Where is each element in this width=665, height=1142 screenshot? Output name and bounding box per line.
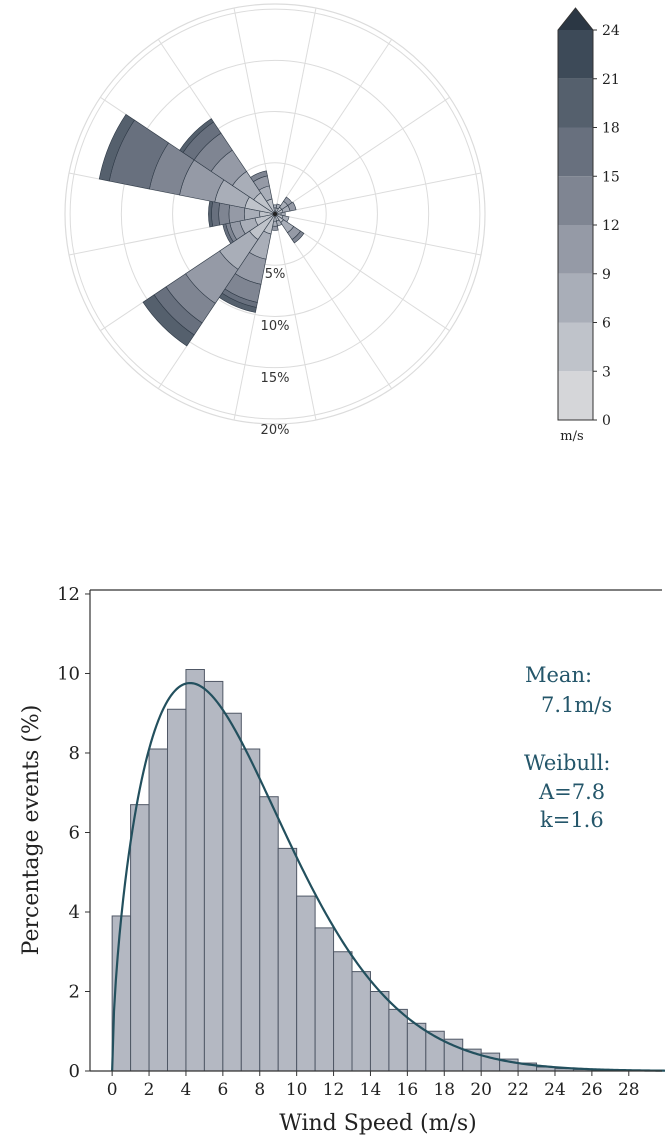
x-tick-label: 4	[181, 1080, 192, 1100]
mean-value: 7.1m/s	[541, 693, 612, 717]
y-tick-label: 10	[57, 663, 80, 684]
radial-label-5: 5%	[265, 267, 286, 282]
colorbar-ticks: 0 3 6 9 12 15 18 21 24	[593, 23, 620, 429]
colorbar-block-15	[558, 128, 593, 177]
colorbar: 0 3 6 9 12 15 18 21 24 m/s	[558, 8, 620, 444]
histogram-bar	[334, 952, 352, 1071]
colorbar-block-21	[558, 30, 593, 79]
colorbar-blocks	[558, 8, 593, 420]
mean-label: Mean:	[525, 663, 592, 687]
radial-label-15: 15%	[261, 371, 290, 386]
y-tick-label: 4	[69, 902, 80, 923]
histogram-bar	[167, 709, 185, 1071]
colorbar-block-9	[558, 225, 593, 274]
x-tick-label: 14	[360, 1080, 382, 1100]
weibull-k: k=1.6	[540, 808, 604, 832]
y-tick-labels: 0 2 4 6 8 10 12	[57, 584, 90, 1082]
colorbar-tick-label: 0	[602, 413, 611, 429]
x-tick-label: 12	[323, 1080, 345, 1100]
rose-center-dot	[273, 212, 277, 216]
colorbar-extend-arrow	[558, 8, 593, 30]
histogram-bar	[241, 749, 259, 1071]
colorbar-block-0	[558, 371, 593, 420]
colorbar-tick-label: 12	[602, 218, 620, 234]
x-tick-label: 28	[618, 1080, 640, 1100]
histogram-bar	[315, 928, 333, 1071]
colorbar-tick-label: 15	[602, 169, 620, 185]
x-tick-label: 20	[470, 1080, 492, 1100]
wind-rose-radial-labels: 5% 10% 15% 20%	[261, 267, 290, 438]
x-tick-label: 0	[107, 1080, 118, 1100]
colorbar-block-3	[558, 323, 593, 372]
colorbar-block-12	[558, 176, 593, 225]
colorbar-tick-label: 9	[602, 267, 611, 283]
y-tick-label: 12	[57, 584, 80, 605]
histogram-bar	[149, 749, 167, 1071]
colorbar-tick-label: 21	[602, 72, 620, 88]
histogram-bar	[407, 1023, 425, 1071]
x-tick-label: 16	[397, 1080, 419, 1100]
rose-sector-dir270-bin3	[219, 203, 230, 225]
x-tick-label: 26	[581, 1080, 603, 1100]
colorbar-block-6	[558, 274, 593, 323]
x-axis-label: Wind Speed (m/s)	[279, 1111, 477, 1136]
histogram-bar	[297, 896, 315, 1071]
y-tick-label: 0	[69, 1061, 80, 1082]
colorbar-tick-label: 18	[602, 121, 620, 137]
histogram-bar	[223, 713, 241, 1071]
histogram-bar	[260, 797, 278, 1071]
colorbar-tick-label: 3	[602, 364, 611, 380]
y-tick-label: 2	[69, 981, 80, 1002]
histogram-bar	[389, 1009, 407, 1071]
stats-annotation: Mean: 7.1m/s Weibull: A=7.8 k=1.6	[524, 663, 612, 832]
y-axis-label: Percentage events (%)	[19, 705, 44, 956]
wind-rose: 5% 10% 15% 20%	[65, 4, 485, 438]
histogram-bars	[112, 670, 647, 1071]
x-tick-label: 6	[217, 1080, 228, 1100]
x-tick-label: 10	[286, 1080, 308, 1100]
histogram-bar	[186, 670, 204, 1071]
x-tick-label: 8	[254, 1080, 265, 1100]
histogram-bar	[352, 972, 370, 1071]
histogram-bar	[278, 848, 296, 1071]
colorbar-tick-label: 6	[602, 316, 611, 332]
colorbar-block-18	[558, 79, 593, 128]
x-tick-label: 22	[507, 1080, 529, 1100]
weibull-label: Weibull:	[524, 751, 611, 775]
x-tick-label: 2	[144, 1080, 155, 1100]
histogram-bar	[131, 805, 149, 1071]
rose-sector-dir270-bin4	[211, 202, 219, 227]
y-tick-label: 6	[69, 822, 80, 843]
radial-label-20: 20%	[261, 423, 290, 438]
x-tick-label: 24	[544, 1080, 566, 1100]
weibull-a: A=7.8	[538, 780, 605, 804]
histogram-bar	[204, 681, 222, 1071]
radial-label-10: 10%	[261, 319, 290, 334]
colorbar-tick-label: 24	[602, 23, 620, 39]
histogram-bar	[370, 991, 388, 1071]
x-tick-label: 18	[433, 1080, 455, 1100]
y-tick-label: 8	[69, 743, 80, 764]
colorbar-unit-label: m/s	[560, 429, 583, 444]
histogram-bar	[444, 1039, 462, 1071]
